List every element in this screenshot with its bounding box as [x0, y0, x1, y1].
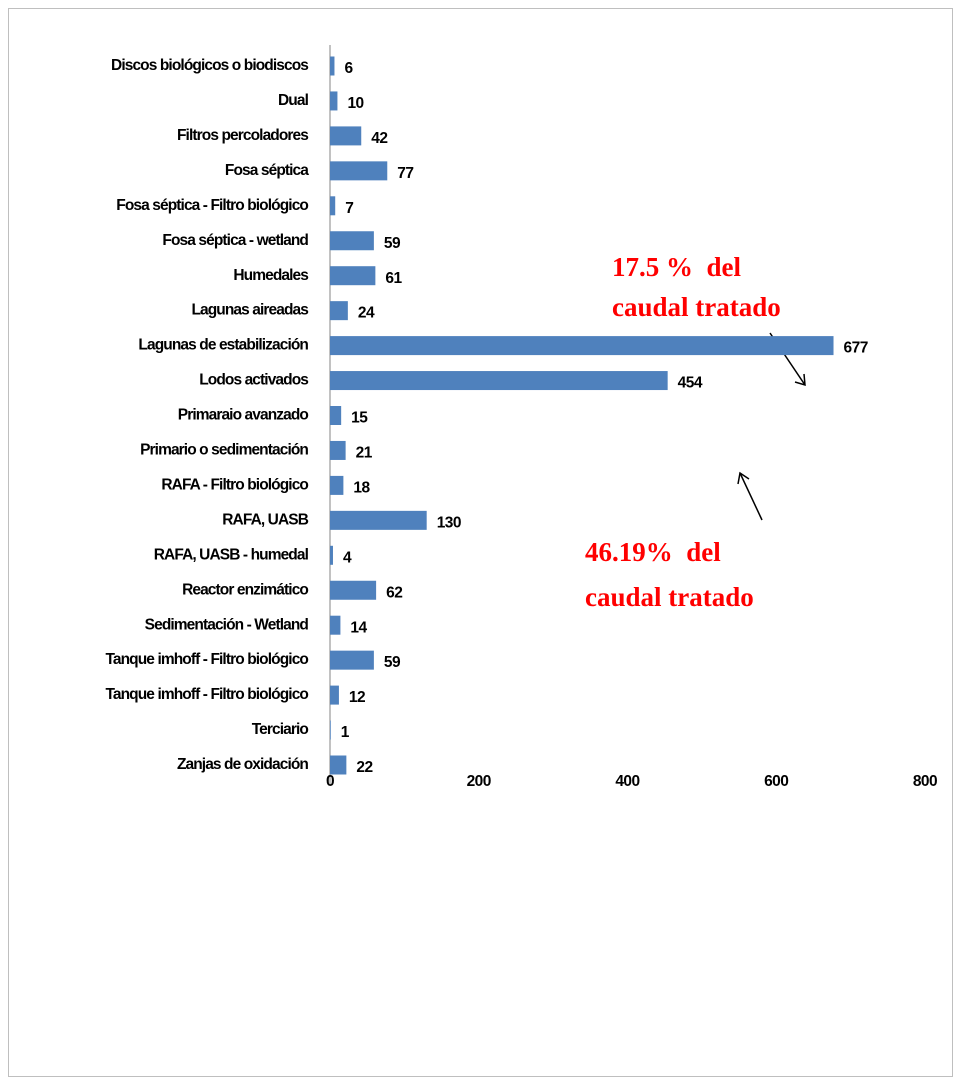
bar — [330, 406, 342, 425]
bar — [330, 91, 338, 111]
bar — [330, 545, 333, 565]
data-label: 4 — [343, 549, 352, 566]
y-tick-label: Lodos activados — [199, 372, 308, 389]
data-label: 24 — [358, 305, 375, 322]
y-tick-label: Sedimentación - Wetland — [145, 616, 309, 633]
annotation: caudal tratado — [585, 582, 754, 612]
data-label: 10 — [347, 95, 363, 112]
y-tick-label: Discos biológicos o biodiscos — [111, 57, 308, 74]
data-label: 677 — [844, 340, 868, 357]
y-tick-label: Zanjas de oxidación — [177, 756, 308, 773]
data-label: 59 — [384, 654, 401, 671]
bar — [330, 196, 336, 216]
bar — [330, 301, 348, 321]
data-label: 77 — [397, 165, 413, 182]
y-tick-label: Lagunas aireadas — [191, 302, 308, 319]
y-tick-label: Primario o sedimentación — [140, 442, 308, 459]
chart-border — [8, 8, 953, 1077]
data-label: 59 — [384, 235, 401, 252]
y-tick-label: Fosa séptica — [225, 162, 309, 179]
data-label: 12 — [349, 689, 365, 706]
x-tick-label: 600 — [764, 773, 788, 790]
bar — [330, 510, 427, 530]
data-label: 14 — [350, 619, 367, 636]
annotation: 17.5 % del — [612, 252, 742, 282]
data-label: 7 — [345, 200, 353, 217]
data-label: 130 — [437, 514, 461, 531]
data-label: 15 — [351, 410, 368, 427]
data-label: 21 — [356, 445, 373, 462]
data-label: 42 — [371, 130, 387, 147]
bar — [330, 685, 339, 705]
y-tick-label: RAFA - Filtro biológico — [161, 476, 308, 493]
bar — [330, 755, 347, 775]
y-tick-label: Humedales — [233, 267, 308, 284]
x-tick-label: 200 — [467, 773, 491, 790]
data-label: 61 — [385, 270, 402, 287]
bar — [330, 720, 331, 740]
bar — [330, 161, 388, 181]
y-tick-label: Reactor enzimático — [182, 581, 308, 598]
x-tick-label: 400 — [615, 773, 639, 790]
annotation: 46.19% del — [585, 537, 721, 567]
bar — [330, 266, 376, 286]
data-label: 6 — [344, 60, 353, 77]
bar — [330, 56, 335, 76]
y-tick-label: Fosa séptica - Filtro biológico — [116, 197, 308, 214]
data-label: 18 — [353, 479, 370, 496]
y-tick-label: Tanque imhoff - Filtro biológico — [105, 651, 308, 668]
bar — [330, 615, 341, 635]
y-tick-label: Lagunas de estabilización — [138, 337, 308, 354]
arrows — [737, 332, 806, 521]
data-label: 1 — [341, 724, 350, 741]
bar — [330, 440, 346, 460]
annotation: caudal tratado — [612, 292, 781, 322]
data-label: 62 — [386, 584, 402, 601]
y-tick-label: Dual — [278, 92, 309, 109]
x-tick-label: 0 — [326, 773, 334, 790]
y-tick-label: Tanque imhoff - Filtro biológico — [105, 686, 308, 703]
y-tick-label: RAFA, UASB - humedal — [154, 546, 309, 563]
bar — [330, 475, 344, 495]
y-tick-label: RAFA, UASB — [222, 511, 308, 528]
y-tick-label: Filtros percoladores — [177, 127, 308, 144]
data-label: 454 — [678, 375, 703, 392]
bar — [330, 126, 362, 146]
bar — [330, 336, 834, 356]
y-tick-label: Fosa séptica - wetland — [162, 232, 308, 249]
y-tick-label: Terciario — [252, 721, 309, 738]
bar — [330, 580, 377, 600]
bar — [330, 371, 668, 391]
x-tick-label: 800 — [913, 773, 937, 790]
bar — [330, 231, 374, 251]
bar — [330, 650, 374, 670]
data-label: 22 — [356, 759, 372, 776]
y-tick-label: Primaraio avanzado — [178, 407, 309, 424]
